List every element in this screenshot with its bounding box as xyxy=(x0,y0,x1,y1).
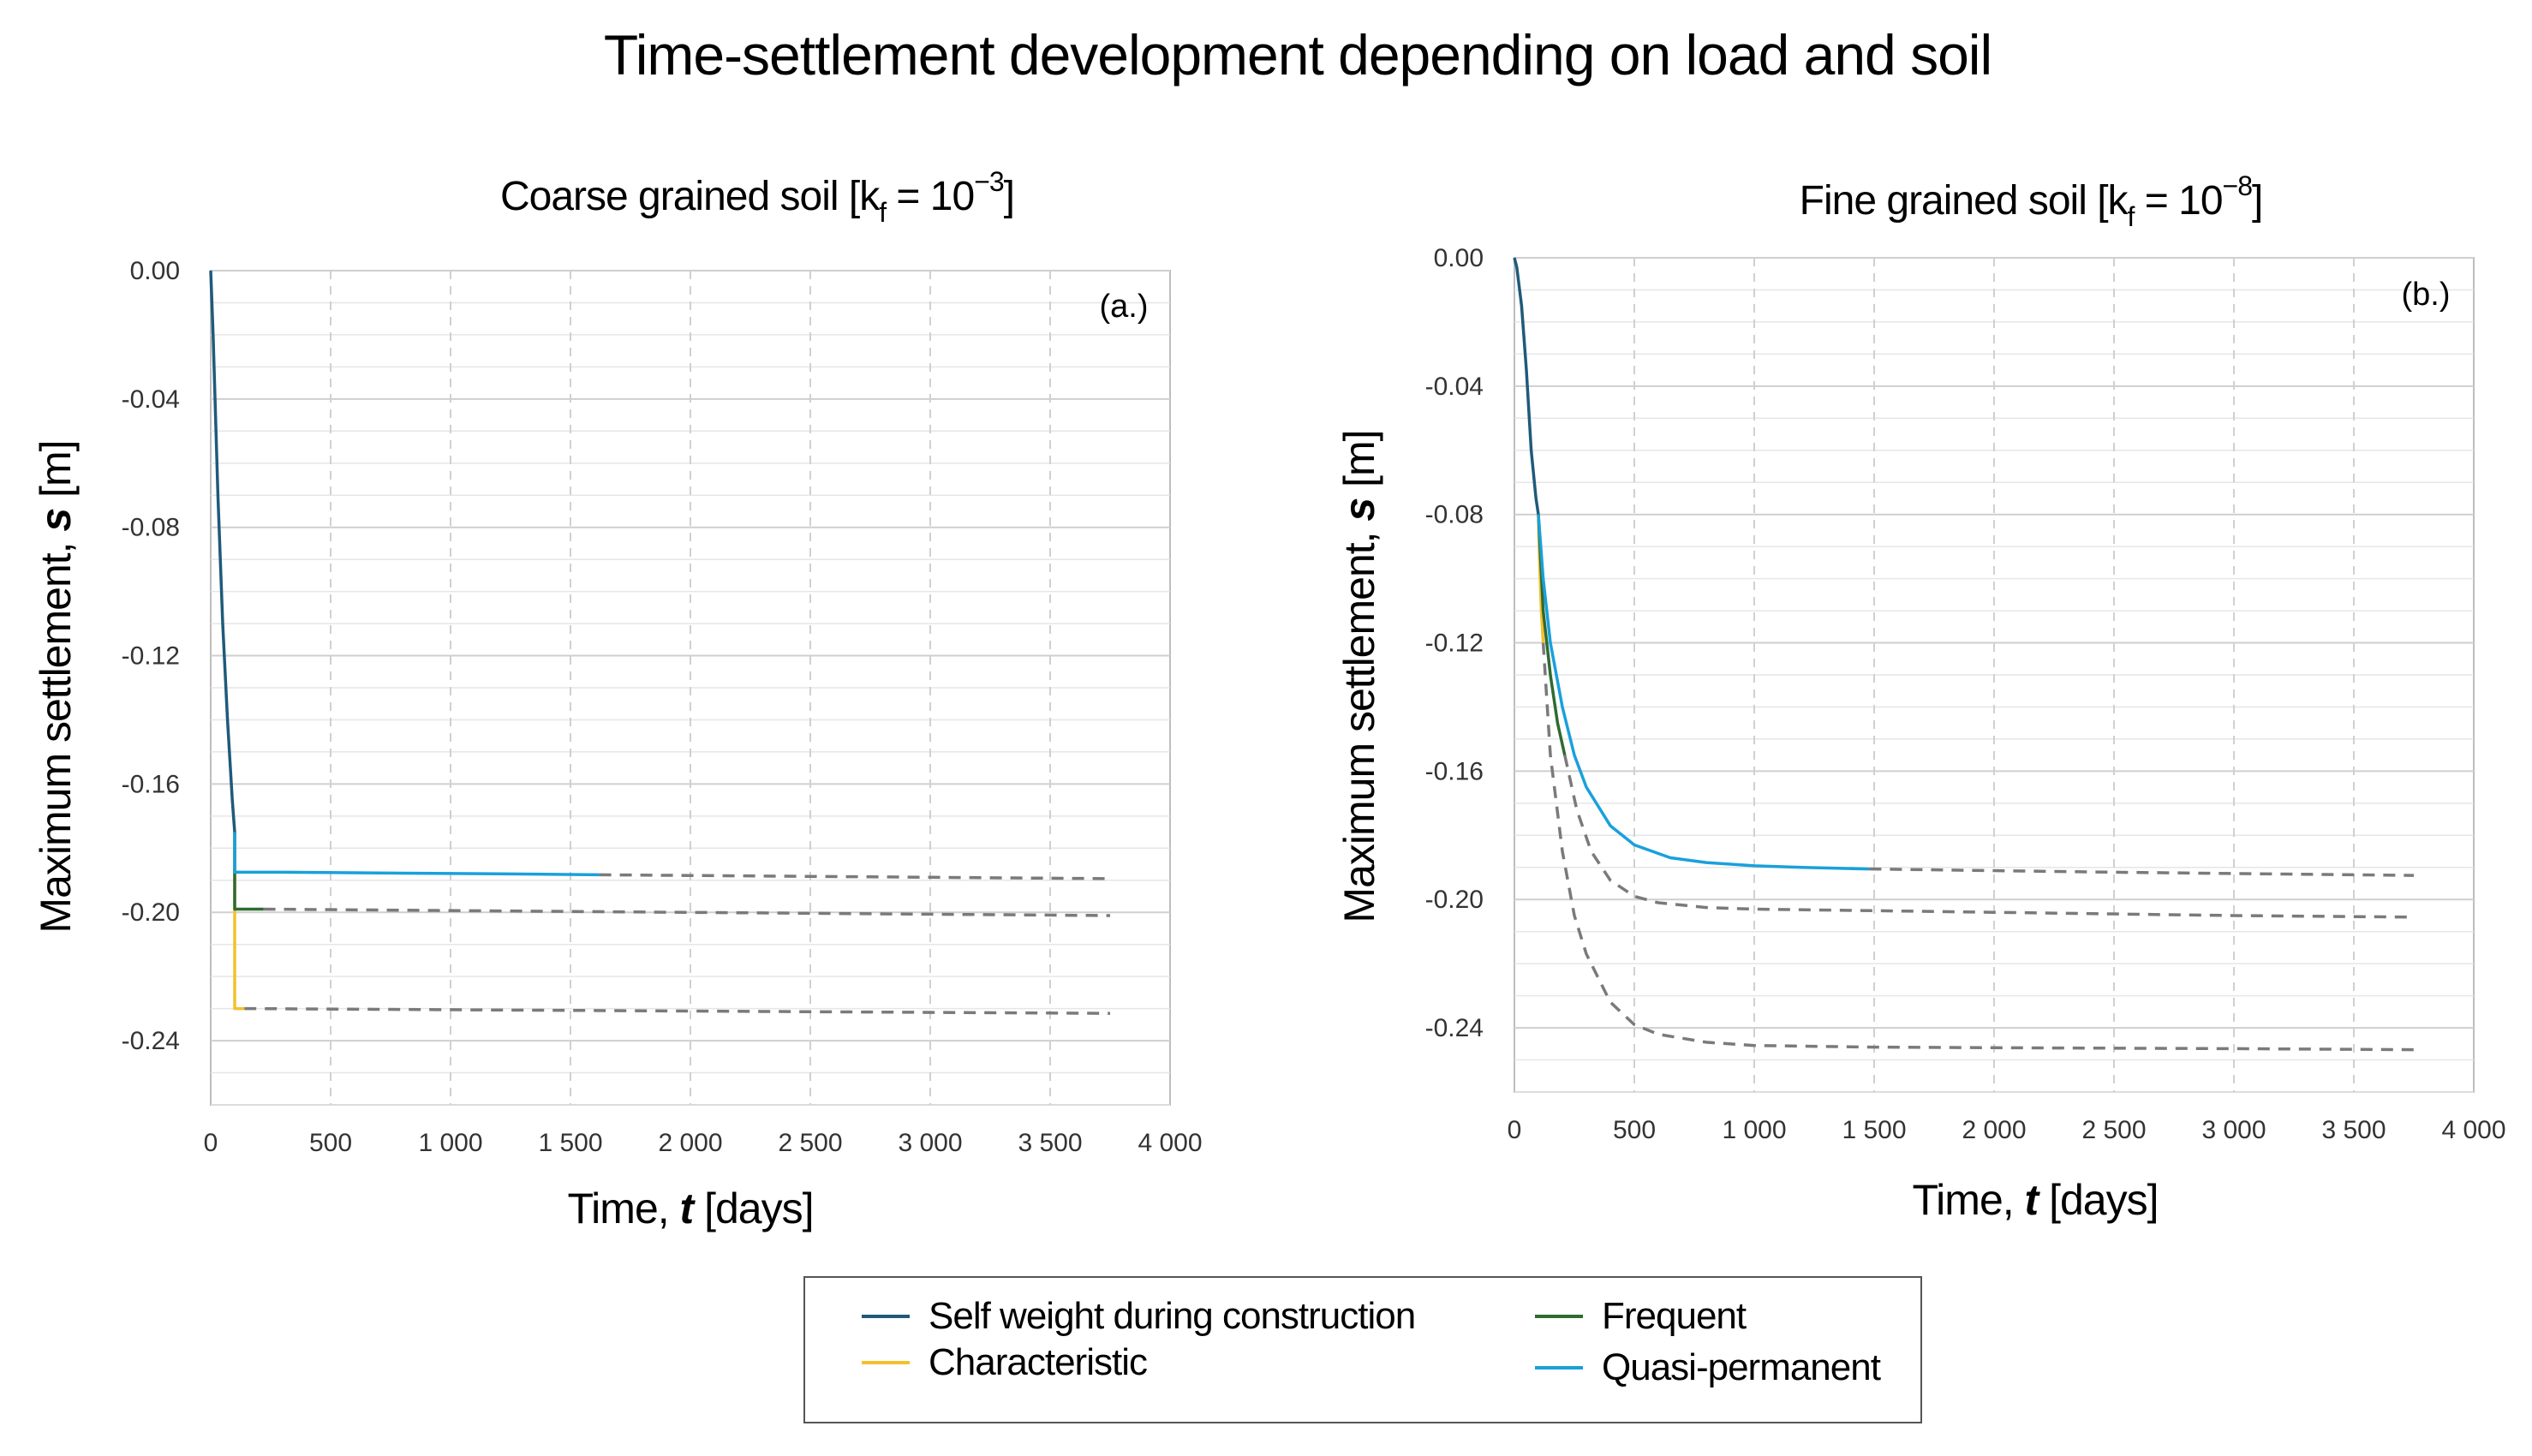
chart-b-series-self-weight xyxy=(1513,257,1540,515)
chart-b-x-tick-label: 1 000 xyxy=(1722,1116,1786,1144)
chart-b-y-tick-label: -0.08 xyxy=(1425,501,1484,529)
chart-a-y-tick-label: -0.16 xyxy=(122,770,180,798)
legend-label-quasi-permanent: Quasi-permanent xyxy=(1602,1346,1881,1388)
chart-b-title: Fine grained soil [kf = 10−8] xyxy=(1800,170,2263,232)
figure-title: Time-settlement development depending on… xyxy=(603,23,1992,87)
chart-b-panel-label: (b.) xyxy=(2402,277,2451,313)
legend-item-frequent: Frequent xyxy=(1535,1295,1747,1338)
chart-panel-b: Fine grained soil [kf = 10−8] 0.00 -0.04 -… xyxy=(1335,170,2506,1224)
chart-a-x-tick-label: 1 000 xyxy=(418,1129,482,1157)
chart-b-series-frequent xyxy=(1537,514,1567,756)
chart-b-x-tick-label: 1 500 xyxy=(1842,1116,1906,1144)
chart-b-y-tick-label: -0.16 xyxy=(1425,757,1484,785)
chart-a-x-tick-label: 1 500 xyxy=(538,1129,602,1157)
chart-b-y-tick-label: 0.00 xyxy=(1434,244,1484,272)
chart-a-x-tick-label: 0 xyxy=(204,1129,218,1157)
chart-a-series-frequent xyxy=(233,832,264,911)
chart-b-series-extrapolation xyxy=(1541,642,2415,1052)
chart-b-series-extrapolation xyxy=(1869,867,2415,877)
legend-label-frequent: Frequent xyxy=(1602,1295,1747,1337)
chart-a-y-axis-title: Maximum settlement, s [m] xyxy=(32,440,80,933)
chart-a-y-tick-label: 0.00 xyxy=(130,257,180,285)
chart-a-y-tick-label: -0.04 xyxy=(122,385,180,414)
legend-item-self-weight: Self weight during construction xyxy=(862,1295,1416,1338)
chart-b-x-tick-label: 500 xyxy=(1613,1116,1656,1144)
legend-label-characteristic: Characteristic xyxy=(929,1341,1148,1383)
chart-b-y-tick-label: -0.20 xyxy=(1425,886,1484,914)
chart-b-series-extrapolation xyxy=(1563,755,2415,919)
chart-a-y-tick-label: -0.20 xyxy=(122,898,180,927)
chart-a-x-tick-label: 3 500 xyxy=(1018,1129,1082,1157)
chart-b-y-tick-label: -0.24 xyxy=(1425,1014,1484,1042)
chart-b-x-tick-label: 2 000 xyxy=(1962,1116,2026,1144)
legend-swatch-self-weight xyxy=(862,1315,910,1318)
chart-legend: Self weight during construction Characte… xyxy=(803,1276,1922,1423)
chart-a-y-tick-label: -0.12 xyxy=(122,642,180,671)
legend-label-self-weight: Self weight during construction xyxy=(929,1295,1416,1337)
legend-swatch-quasi-permanent xyxy=(1535,1366,1583,1369)
legend-swatch-characteristic xyxy=(862,1361,910,1364)
chart-b-x-tick-label: 2 500 xyxy=(2081,1116,2146,1144)
chart-a-x-tick-label: 2 000 xyxy=(658,1129,722,1157)
chart-panel-a: Coarse grained soil [kf = 10−3] 0.00 -0.0… xyxy=(32,166,1203,1232)
chart-a-y-tick-label: -0.08 xyxy=(122,514,180,542)
chart-a-x-tick-label: 4 000 xyxy=(1138,1129,1202,1157)
chart-a-series-self-weight xyxy=(209,270,236,832)
chart-a-series-extrapolation xyxy=(263,907,1111,917)
legend-item-characteristic: Characteristic xyxy=(862,1341,1148,1384)
chart-a-x-tick-label: 3 000 xyxy=(898,1129,962,1157)
legend-item-quasi-permanent: Quasi-permanent xyxy=(1535,1346,1881,1389)
chart-a-x-axis-title: Time, t [days] xyxy=(568,1184,814,1232)
chart-b-y-tick-label: -0.12 xyxy=(1425,630,1484,658)
chart-a-series-extrapolation xyxy=(599,873,1111,880)
chart-b-x-tick-label: 3 000 xyxy=(2201,1116,2266,1144)
chart-a-panel-label: (a.) xyxy=(1100,289,1149,325)
chart-b-x-tick-label: 4 000 xyxy=(2441,1116,2505,1144)
chart-b-x-tick-label: 0 xyxy=(1508,1116,1522,1144)
chart-a-series-extrapolation xyxy=(244,1006,1111,1015)
chart-a-title: Coarse grained soil [kf = 10−3] xyxy=(500,166,1014,228)
chart-b-x-axis-title: Time, t [days] xyxy=(1913,1176,2159,1224)
chart-a-x-tick-label: 500 xyxy=(309,1129,352,1157)
chart-a-y-tick-label: -0.24 xyxy=(122,1027,180,1055)
chart-b-y-axis-title: Maximum settlement, s [m] xyxy=(1335,430,1383,922)
chart-b-y-tick-label: -0.04 xyxy=(1425,373,1484,401)
chart-a-x-tick-label: 2 500 xyxy=(778,1129,842,1157)
chart-b-series-quasi xyxy=(1537,514,1870,871)
legend-swatch-frequent xyxy=(1535,1315,1583,1318)
chart-b-x-tick-label: 3 500 xyxy=(2321,1116,2386,1144)
chart-a-series-quasi xyxy=(233,832,600,877)
